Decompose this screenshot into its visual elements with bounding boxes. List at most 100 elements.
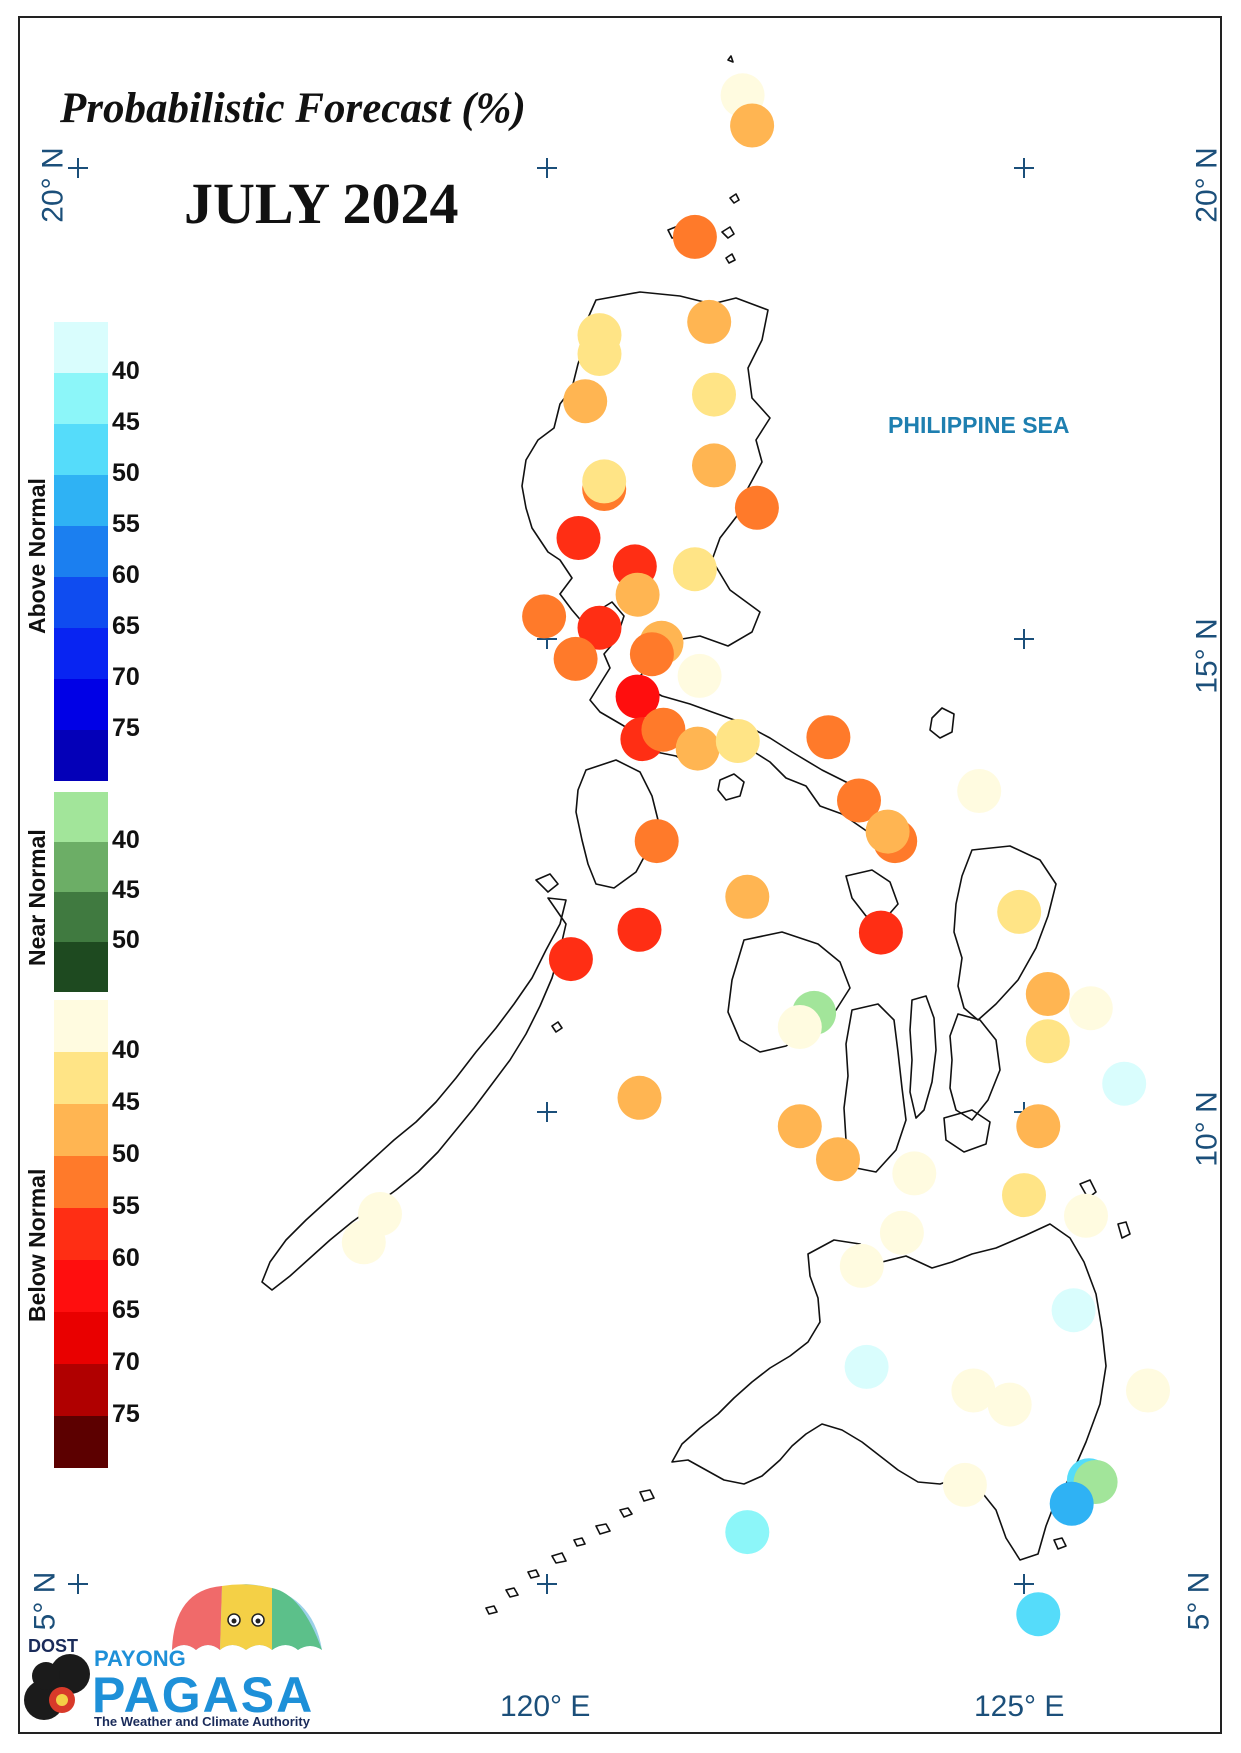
sarangani xyxy=(1053,1537,1067,1550)
calamian-islands xyxy=(535,873,563,1033)
station-marker-below xyxy=(879,1210,924,1255)
station-marker-below xyxy=(341,1220,386,1265)
legend-above-normal xyxy=(54,322,108,781)
station-marker-below xyxy=(715,719,760,763)
legend-tick-label: 70 xyxy=(112,663,140,691)
station-markers xyxy=(341,73,1170,1637)
legend-swatch xyxy=(54,679,108,730)
legend-tick-label: 60 xyxy=(112,1244,140,1272)
lat-label-right-15: 15° N xyxy=(1190,618,1224,694)
legend-tick-label: 55 xyxy=(112,1192,140,1220)
station-marker-below xyxy=(687,299,732,344)
lat-label-right-10: 10° N xyxy=(1190,1091,1224,1167)
legend-swatch xyxy=(54,1312,108,1364)
legend-near-normal-label: Near Normal xyxy=(24,829,50,966)
legend-swatch xyxy=(54,1000,108,1052)
logo-dost: DOST xyxy=(28,1636,79,1656)
map-title: Probabilistic Forecast (%) xyxy=(60,85,526,132)
station-marker-above xyxy=(1051,1288,1096,1333)
station-marker-below xyxy=(672,547,717,592)
station-marker-below xyxy=(942,1462,987,1507)
leyte-coast xyxy=(949,1013,1001,1121)
legend-swatch xyxy=(54,1156,108,1208)
graticule-cross xyxy=(1014,158,1034,178)
station-marker-below xyxy=(522,594,567,639)
samar-coast xyxy=(953,845,1057,1021)
station-marker-below xyxy=(675,726,720,771)
station-marker-above xyxy=(844,1344,889,1389)
station-marker-below xyxy=(865,809,910,854)
dinagat-siargao xyxy=(1079,1179,1131,1239)
station-marker-below xyxy=(725,874,770,919)
legend-tick-label: 45 xyxy=(112,876,140,904)
graticule-cross xyxy=(537,1574,557,1594)
legend-below-normal-label: Below Normal xyxy=(24,1168,50,1322)
legend-swatch xyxy=(54,842,108,892)
station-marker-below xyxy=(556,516,601,560)
legend-swatch xyxy=(54,730,108,781)
station-marker-below xyxy=(837,778,881,823)
negros-coast xyxy=(843,1003,907,1173)
station-marker-below xyxy=(1016,1104,1061,1149)
legend-tick-label: 65 xyxy=(112,1296,140,1324)
bohol-coast xyxy=(943,1109,991,1153)
legend-swatch xyxy=(54,1052,108,1104)
marinduque xyxy=(717,773,745,801)
station-marker-below xyxy=(1126,1368,1170,1413)
map-subtitle: JULY 2024 xyxy=(184,171,459,236)
station-marker-below xyxy=(641,707,686,752)
station-marker-below xyxy=(617,1075,662,1120)
station-marker-below xyxy=(957,769,1002,813)
station-marker-below xyxy=(577,332,622,376)
station-marker-above xyxy=(1102,1061,1147,1106)
pagasa-logo: DOST PAYONG PAGASA The Weather and Clima… xyxy=(22,1580,322,1730)
legend-tick-label: 45 xyxy=(112,1088,140,1116)
station-marker-below xyxy=(951,1368,996,1413)
lat-label-right-20: 20° N xyxy=(1190,147,1224,223)
cebu-coast xyxy=(909,995,937,1119)
station-marker-below xyxy=(839,1243,884,1288)
lat-label-left-20: 20° N xyxy=(36,147,70,223)
graticule-cross xyxy=(537,1102,557,1122)
legend-tick-label: 75 xyxy=(112,1400,140,1428)
station-marker-below xyxy=(997,889,1042,934)
station-marker-below xyxy=(634,819,679,864)
legend-tick-label: 50 xyxy=(112,926,140,954)
legend-tick-label: 40 xyxy=(112,1036,140,1064)
station-marker-below xyxy=(1068,986,1113,1031)
station-marker-below xyxy=(1002,1173,1046,1218)
catanduanes xyxy=(929,707,955,739)
legend-below-normal xyxy=(54,1000,108,1468)
station-marker-below xyxy=(692,372,736,417)
lat-label-right-5: 5° N xyxy=(1182,1571,1216,1631)
mindanao-coast xyxy=(671,1223,1107,1561)
logo-payong: PAYONG xyxy=(94,1646,186,1671)
station-marker-below xyxy=(615,674,660,719)
legend-tick-label: 40 xyxy=(112,357,140,385)
legend-tick-label: 70 xyxy=(112,1348,140,1376)
legend-swatch xyxy=(54,1208,108,1260)
station-marker-below xyxy=(816,1137,860,1182)
lon-label-125: 125° E xyxy=(974,1690,1065,1723)
station-marker-below xyxy=(629,632,674,677)
legend-tick-label: 60 xyxy=(112,561,140,589)
legend-tick-label: 40 xyxy=(112,826,140,854)
legend-tick-label: 75 xyxy=(112,714,140,742)
station-marker-below xyxy=(677,653,722,698)
legend-swatch xyxy=(54,577,108,628)
palawan-coast xyxy=(261,897,567,1291)
sulu-islands xyxy=(485,1489,655,1615)
station-marker-above xyxy=(1049,1481,1094,1526)
legend-swatch xyxy=(54,628,108,679)
logo-tagline: The Weather and Climate Authority xyxy=(94,1714,310,1729)
legend-swatch xyxy=(54,942,108,992)
station-marker-above xyxy=(1016,1592,1061,1637)
station-marker-below xyxy=(730,103,775,148)
station-marker-below xyxy=(582,459,627,504)
station-marker-below xyxy=(1064,1193,1108,1238)
station-marker-below xyxy=(1025,1019,1070,1064)
umbrella-icon xyxy=(24,1584,322,1720)
legend-swatch xyxy=(54,373,108,424)
legend-swatch xyxy=(54,526,108,577)
station-marker-below xyxy=(692,443,736,488)
